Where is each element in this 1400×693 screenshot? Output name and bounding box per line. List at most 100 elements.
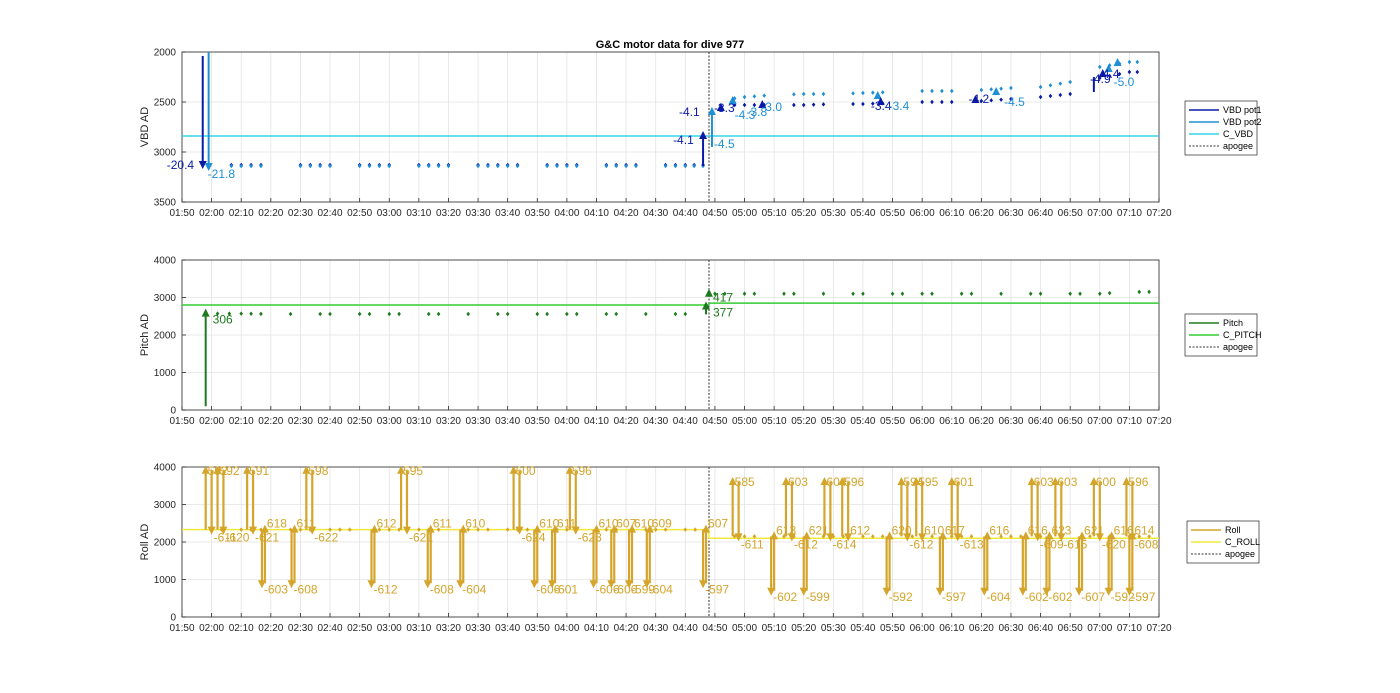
vbd-pot1-point [930,99,934,105]
x-tick-label: 06:00 [910,416,935,427]
y-axis-label: VBD AD [139,107,151,147]
roll-arrow [885,531,894,540]
vbd-pot2-point [989,87,994,92]
pitch-point [1078,291,1082,296]
pitch-point [851,291,855,296]
data-label: -606 [596,582,620,596]
vbd-pot1-point [752,102,757,108]
data-label: -612 [909,537,933,551]
data-label: -4.4 [1099,67,1120,81]
y-tick-label: 2000 [154,48,177,59]
vbd-pot1-point [1009,96,1013,102]
data-label: -4.2 [969,92,990,106]
pitch-point [495,311,500,317]
pitch-point [742,291,747,296]
pitch-point [752,291,757,296]
x-tick-label: 07:10 [1117,208,1142,219]
vbd-pot2-point [249,163,253,169]
vbd-pot2-point [880,90,885,95]
pitch-point [535,311,540,317]
pitch-point [673,311,678,317]
roll-point [328,527,332,532]
x-tick-label: 07:10 [1117,416,1142,427]
x-tick-label: 06:10 [939,208,964,219]
x-tick-label: 05:30 [821,623,846,634]
roll-point [338,527,342,532]
x-tick-label: 02:20 [258,208,283,219]
data-label: -599 [806,590,830,604]
vbd-pot2-point [871,90,875,95]
roll-point [298,527,303,532]
roll-point [476,527,480,532]
x-tick-label: 05:00 [732,623,757,634]
vbd-pot2-point [1097,64,1102,70]
data-label: -604 [986,590,1010,604]
vbd-pot1-point [871,101,875,106]
pitch-arrow [704,288,713,297]
x-tick-label: 03:10 [406,416,431,427]
pitch-point [328,311,332,317]
roll-point [486,527,490,532]
pitch-point [713,291,717,296]
roll-arrow [912,477,921,485]
vbd-pot2-arrow [707,107,716,115]
roll-point [999,534,1003,539]
data-label: -3.3 [714,101,735,115]
pitch-point [288,311,293,317]
pitch-point [861,291,865,296]
roll-arrow [533,524,542,533]
data-label: -4.1 [679,105,700,119]
pitch-point [959,291,964,296]
legend-label: apogee [1225,549,1255,559]
vbd-move-arrow [728,96,737,104]
x-tick-label: 04:00 [554,208,579,219]
x-tick-label: 02:50 [347,208,372,219]
data-label: -597 [1131,590,1155,604]
x-tick-label: 03:50 [525,623,550,634]
pitch-point [644,311,648,317]
vbd-pot2-point [308,163,313,169]
roll-point [604,527,609,532]
data-label: -623 [578,531,602,545]
vbd-pot2-point [683,163,688,169]
roll-arrow [219,526,228,535]
vbd-pot2-point [387,163,392,169]
vbd-pot2-point [692,163,696,169]
vbd-move-arrow [873,91,882,99]
vbd-pot1-point [811,102,816,107]
x-tick-label: 07:10 [1117,623,1142,634]
pitch-point [900,291,905,296]
data-label: 612 [376,517,396,531]
pitch-point [239,311,244,316]
data-label: -603 [264,582,288,596]
roll-point [436,527,441,532]
x-tick-label: 05:00 [732,208,757,219]
roll-point [1088,534,1092,539]
vbd-pot1-point [851,101,855,107]
roll-point [387,527,392,532]
roll-arrow [820,477,829,485]
roll-arrow [787,533,796,542]
legend-label: C_PITCH [1223,330,1262,340]
roll-arrow [308,526,317,535]
data-label: 616 [1114,523,1134,537]
data-label: 596 [572,464,592,478]
vbd-pot2-point [436,163,441,169]
data-label: -612 [373,582,397,596]
roll-arrow [426,524,435,533]
legend-label: Roll [1225,525,1241,535]
vbd-pot1-point [1068,91,1072,97]
data-label: -21.8 [208,167,236,181]
vbd-pot1-point [821,102,826,107]
data-label: 616 [1028,523,1048,537]
data-label: -620 [1102,537,1126,551]
pitch-point [259,311,263,317]
x-tick-label: 05:40 [850,208,875,219]
roll-arrow [249,526,258,535]
roll-arrow [953,533,962,542]
pitch-point [387,311,392,317]
data-label: 591 [249,464,269,478]
x-tick-label: 04:10 [584,623,609,634]
x-tick-label: 07:20 [1146,208,1171,219]
roll-arrow [302,467,311,474]
